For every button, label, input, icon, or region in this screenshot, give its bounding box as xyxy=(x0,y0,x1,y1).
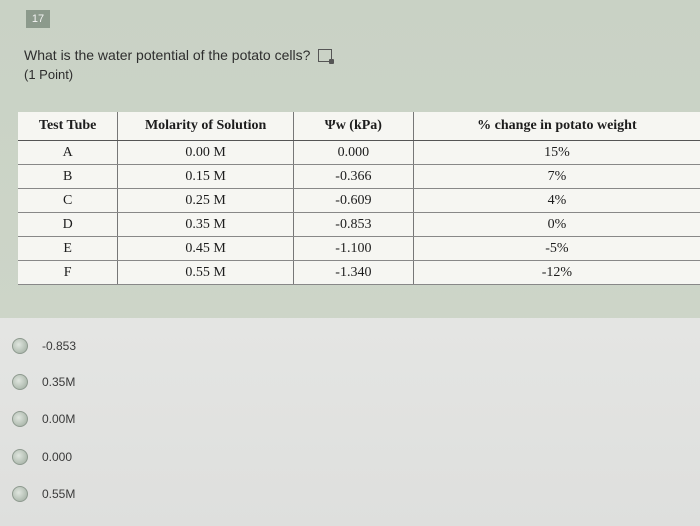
table-cell: 4% xyxy=(413,188,700,213)
data-table: Test Tube Molarity of Solution Ψw (kPa) … xyxy=(18,112,700,285)
answer-options: -0.853 0.35M 0.00M 0.000 0.55M xyxy=(0,318,700,526)
table-cell: 15% xyxy=(413,140,700,165)
table-row: B 0.15 M -0.366 7% xyxy=(18,164,700,189)
question-card: 17 What is the water potential of the po… xyxy=(0,0,700,318)
table-header-cell: Molarity of Solution xyxy=(117,112,294,141)
table-cell: 0.00 M xyxy=(117,140,294,165)
answer-option[interactable]: -0.853 xyxy=(12,335,76,357)
table-cell: E xyxy=(18,236,119,261)
table-cell: D xyxy=(18,212,119,237)
table-cell: 0.25 M xyxy=(117,188,294,213)
table-cell: -5% xyxy=(413,236,700,261)
table-cell: 0.000 xyxy=(293,140,414,165)
radio-button[interactable] xyxy=(12,374,28,390)
answer-option[interactable]: 0.55M xyxy=(12,483,75,505)
answer-option[interactable]: 0.35M xyxy=(12,371,75,393)
answer-option[interactable]: 0.000 xyxy=(12,446,72,468)
table-cell: -12% xyxy=(413,260,700,285)
radio-button[interactable] xyxy=(12,411,28,427)
table-cell: -1.340 xyxy=(293,260,414,285)
table-cell: A xyxy=(18,140,119,165)
question-points: (1 Point) xyxy=(24,67,74,82)
immersive-reader-icon[interactable] xyxy=(318,49,335,64)
table-cell: 0.35 M xyxy=(117,212,294,237)
answer-option-label: 0.55M xyxy=(42,487,76,501)
table-cell: B xyxy=(18,164,119,189)
answer-option-label: -0.853 xyxy=(42,339,77,353)
question-text: What is the water potential of the potat… xyxy=(24,47,311,63)
table-row: C 0.25 M -0.609 4% xyxy=(18,188,700,213)
table-header-cell: % change in potato weight xyxy=(413,112,700,141)
table-cell: 7% xyxy=(413,164,700,189)
table-cell: 0% xyxy=(413,212,700,237)
table-cell: -1.100 xyxy=(293,236,414,261)
answer-option-label: 0.00M xyxy=(42,412,76,426)
table-cell: 0.45 M xyxy=(117,236,294,261)
answer-option[interactable]: 0.00M xyxy=(12,408,75,430)
question-title: What is the water potential of the potat… xyxy=(24,47,335,64)
answer-option-label: 0.35M xyxy=(42,375,76,389)
table-row: E 0.45 M -1.100 -5% xyxy=(18,236,700,261)
table-header-cell: Test Tube xyxy=(18,112,119,141)
radio-button[interactable] xyxy=(12,338,28,354)
table-cell: 0.15 M xyxy=(117,164,294,189)
table-cell: -0.366 xyxy=(293,164,414,189)
table-cell: C xyxy=(18,188,119,213)
table-header-cell: Ψw (kPa) xyxy=(293,112,414,141)
table-cell: 0.55 M xyxy=(117,260,294,285)
table-header-row: Test Tube Molarity of Solution Ψw (kPa) … xyxy=(18,112,700,141)
radio-button[interactable] xyxy=(12,449,28,465)
table-row: D 0.35 M -0.853 0% xyxy=(18,212,700,237)
table-cell: -0.853 xyxy=(293,212,414,237)
table-cell: F xyxy=(18,260,119,285)
question-number: 17 xyxy=(26,10,50,28)
table-row: F 0.55 M -1.340 -12% xyxy=(18,260,700,285)
answer-option-label: 0.000 xyxy=(42,450,73,464)
table-cell: -0.609 xyxy=(293,188,414,213)
table-row: A 0.00 M 0.000 15% xyxy=(18,140,700,165)
radio-button[interactable] xyxy=(12,486,28,502)
